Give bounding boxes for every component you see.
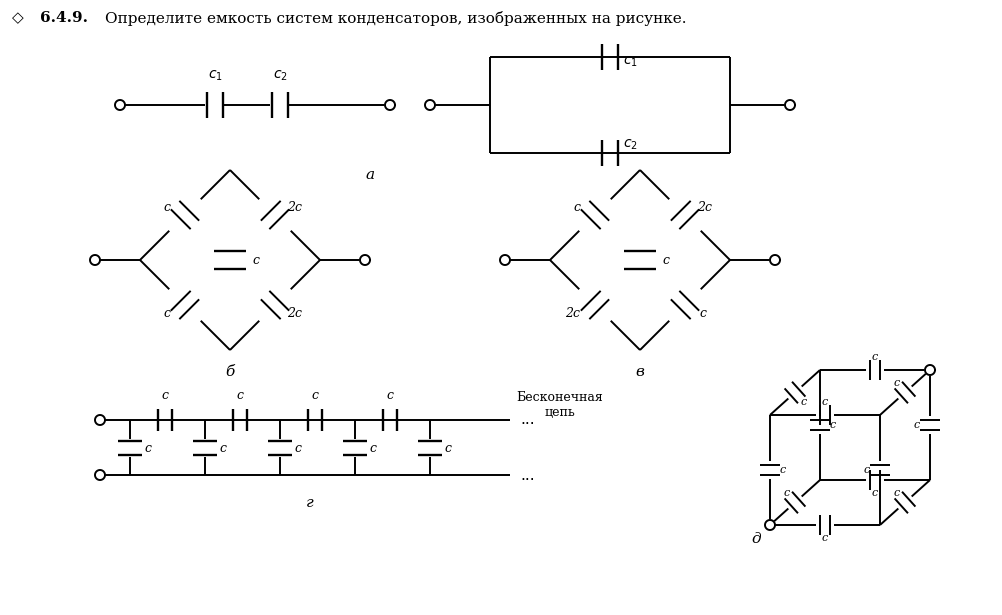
Text: в: в <box>635 365 644 379</box>
Text: $c_1$: $c_1$ <box>207 69 222 83</box>
Text: c: c <box>821 397 828 407</box>
Text: c: c <box>144 442 151 454</box>
Text: г: г <box>306 496 314 510</box>
Text: $c_1$: $c_1$ <box>622 55 637 69</box>
Polygon shape <box>785 100 795 110</box>
Text: c: c <box>163 200 170 213</box>
Text: c: c <box>863 465 870 475</box>
Text: c: c <box>661 253 668 266</box>
Text: c: c <box>871 352 877 362</box>
Text: c: c <box>829 420 836 430</box>
Text: c: c <box>800 397 806 407</box>
Text: а: а <box>365 168 374 182</box>
Polygon shape <box>500 255 509 265</box>
Text: c: c <box>294 442 301 454</box>
Text: Бесконечная
цепь: Бесконечная цепь <box>516 391 603 419</box>
Polygon shape <box>425 100 435 110</box>
Text: 6.4.9.: 6.4.9. <box>40 11 88 25</box>
Text: c: c <box>573 200 580 213</box>
Text: c: c <box>236 389 243 402</box>
Text: c: c <box>893 488 899 498</box>
Text: 2c: 2c <box>288 200 303 213</box>
Text: 2c: 2c <box>565 306 580 320</box>
Polygon shape <box>360 255 370 265</box>
Polygon shape <box>765 520 775 530</box>
Text: c: c <box>386 389 393 402</box>
Text: c: c <box>444 442 451 454</box>
Text: c: c <box>163 306 170 320</box>
Text: $c_2$: $c_2$ <box>273 69 288 83</box>
Polygon shape <box>770 255 780 265</box>
Polygon shape <box>95 415 105 425</box>
Text: c: c <box>783 488 789 498</box>
Polygon shape <box>924 365 934 375</box>
Text: c: c <box>161 389 168 402</box>
Text: 2c: 2c <box>696 200 711 213</box>
Text: c: c <box>312 389 319 402</box>
Text: Определите емкость систем конденсаторов, изображенных на рисунке.: Определите емкость систем конденсаторов,… <box>105 10 685 25</box>
Polygon shape <box>90 255 100 265</box>
Text: c: c <box>913 420 919 430</box>
Text: д: д <box>750 532 761 546</box>
Text: c: c <box>893 378 899 388</box>
Text: c: c <box>698 306 705 320</box>
Text: ...: ... <box>519 467 534 483</box>
Text: c: c <box>369 442 376 454</box>
Text: ◇: ◇ <box>12 11 24 25</box>
Text: 2c: 2c <box>288 306 303 320</box>
Text: б: б <box>225 365 234 379</box>
Text: c: c <box>252 253 259 266</box>
Polygon shape <box>115 100 125 110</box>
Text: c: c <box>821 533 828 543</box>
Text: $c_2$: $c_2$ <box>622 138 637 152</box>
Text: c: c <box>780 465 786 475</box>
Polygon shape <box>95 470 105 480</box>
Text: c: c <box>871 488 877 498</box>
Polygon shape <box>385 100 395 110</box>
Text: c: c <box>218 442 225 454</box>
Text: ...: ... <box>519 413 534 427</box>
